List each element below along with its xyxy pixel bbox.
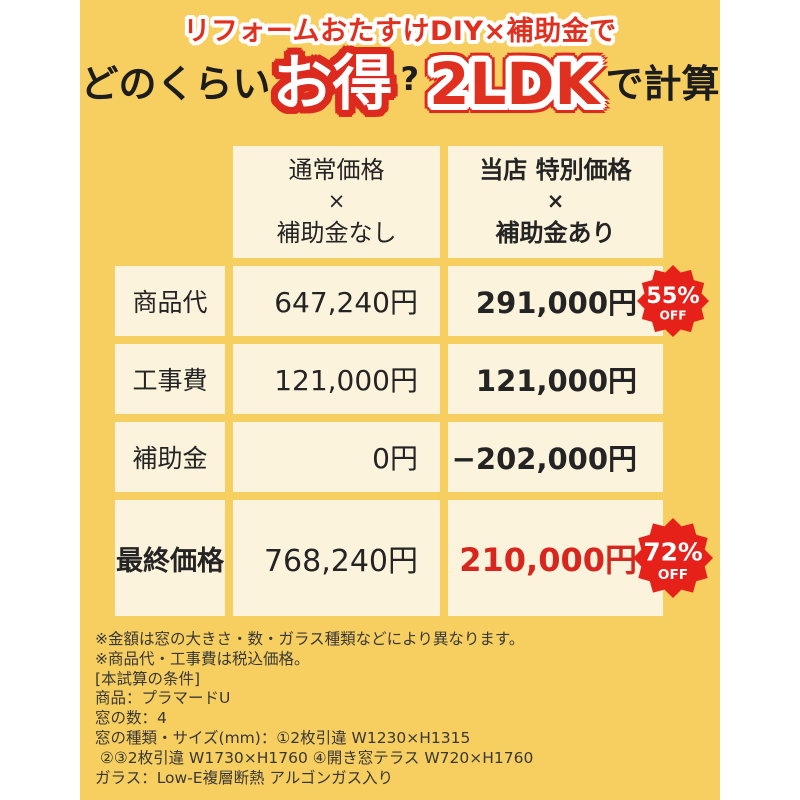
note-window-type-size-2: ②③2枚引違 W1730×H1760 ④開き窓テラス W720×H1760 xyxy=(95,748,534,767)
final-price-normal: 768,240円 xyxy=(233,500,440,616)
headline-emphasis-otoku: お得 xyxy=(272,49,393,119)
headline-suffix: で計算 xyxy=(605,62,720,106)
row-label-subsidy: 補助金 xyxy=(115,422,225,492)
row-label-construction-fee: 工事費 xyxy=(115,344,225,414)
special-price-line2: 補助金あり xyxy=(495,218,616,247)
headline-plan-2ldk: 2LDK xyxy=(429,50,600,118)
badge-off-text: OFF xyxy=(659,309,686,323)
multiply-sign: × xyxy=(327,189,346,214)
product-cost-normal: 647,240円 xyxy=(233,266,440,336)
normal-price-line1: 通常価格 xyxy=(288,155,385,184)
badge-percent-text: 72% xyxy=(643,537,703,566)
note-product: 商品：プラマードU xyxy=(95,689,231,708)
note-window-count: 窓の数：4 xyxy=(95,709,167,728)
multiply-sign: × xyxy=(546,189,565,214)
row-label-final-price: 最終価格 xyxy=(115,500,225,616)
note-tax-included: ※商品代・工事費は税込価格。 xyxy=(95,649,310,668)
badge-percent-text: 55% xyxy=(646,283,699,309)
title-line1: リフォームおたすけDIY×補助金で xyxy=(183,16,617,47)
product-cost-special: 291,000円 xyxy=(448,266,663,336)
yellow-panel: リフォームおたすけDIY×補助金で どのくらい お得 ? 2LDK で計算 通常… xyxy=(80,0,720,800)
note-conditions-title: [本試算の条件] xyxy=(95,669,201,688)
column-header-normal-price: 通常価格 × 補助金なし xyxy=(233,146,440,258)
normal-price-line2: 補助金なし xyxy=(276,218,397,247)
headline: どのくらい お得 ? 2LDK で計算 xyxy=(80,48,720,120)
note-amount-varies: ※金額は窓の大きさ・数・ガラス種類などにより異なります。 xyxy=(95,630,525,648)
footnotes: ※金額は窓の大きさ・数・ガラス種類などにより異なります。 ※商品代・工事費は税込… xyxy=(95,630,710,788)
note-glass-spec: ガラス：Low-E複層断熱 アルゴンガス入り xyxy=(95,768,394,787)
construction-fee-special: 121,000円 xyxy=(448,344,663,414)
final-price-special: 210,000円 xyxy=(448,500,663,616)
price-comparison-table: 通常価格 × 補助金なし 当店 特別価格 × 補助金あり 商品代 647,240… xyxy=(115,146,713,616)
discount-badge-72-off-icon: 72% OFF xyxy=(633,518,713,598)
note-window-type-size-1: 窓の種類・サイズ(mm)：①2枚引違 W1230×H1315 xyxy=(95,728,471,747)
row-label-product-cost: 商品代 xyxy=(115,266,225,336)
special-price-line1: 当店 特別価格 xyxy=(479,155,632,184)
subsidy-normal: 0円 xyxy=(233,422,440,492)
badge-off-text: OFF xyxy=(658,567,688,583)
discount-badge-55-off-icon: 55% OFF xyxy=(637,265,709,337)
construction-fee-normal: 121,000円 xyxy=(233,344,440,414)
headline-question-mark: ? xyxy=(400,60,420,98)
column-header-special-price: 当店 特別価格 × 補助金あり xyxy=(448,146,663,258)
header-empty-cell xyxy=(115,146,225,258)
headline-prefix: どのくらい xyxy=(80,62,271,106)
subsidy-special: −202,000円 xyxy=(448,422,663,492)
